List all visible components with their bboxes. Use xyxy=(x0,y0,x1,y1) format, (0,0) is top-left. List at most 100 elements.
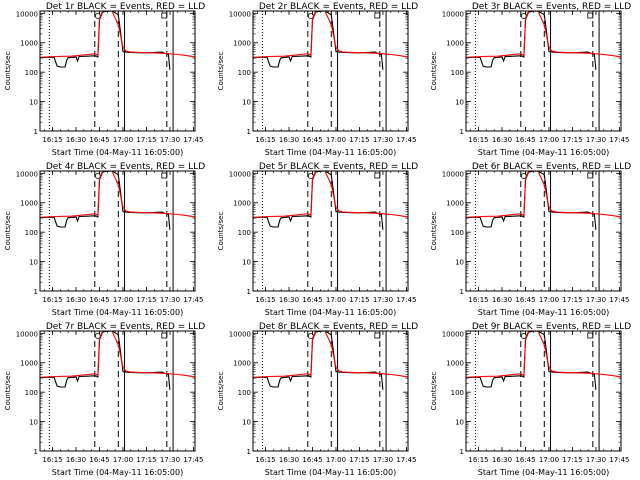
x-tick-label: 17:30 xyxy=(373,456,393,464)
x-tick-label: 16:45 xyxy=(302,456,322,464)
marker-flag xyxy=(587,332,594,339)
y-tick-label: 10000 xyxy=(442,170,464,178)
plot-frame xyxy=(39,10,196,132)
x-tick-label: 17:45 xyxy=(609,456,629,464)
x-tick-label: 17:15 xyxy=(562,456,582,464)
y-tick-label: 10 xyxy=(455,259,464,267)
data-layer xyxy=(253,331,408,390)
series-lld-line xyxy=(40,171,195,218)
series-lld-line xyxy=(253,331,408,378)
y-tick-label: 10000 xyxy=(229,10,251,18)
y-tick-label: 100 xyxy=(451,389,464,397)
x-tick-label: 17:15 xyxy=(349,456,369,464)
x-tick-label: 17:00 xyxy=(113,456,133,464)
series-lld-line xyxy=(466,331,621,378)
series-lld-line xyxy=(253,11,408,58)
data-layer xyxy=(40,171,195,230)
y-tick-label: 100 xyxy=(25,69,38,77)
y-tick-label: 10 xyxy=(455,419,464,427)
marker-flag xyxy=(587,12,594,19)
x-tick-label: 17:45 xyxy=(183,456,203,464)
y-axis-label: Counts/sec xyxy=(4,372,12,411)
x-tick-label: 17:45 xyxy=(396,456,416,464)
x-tick-label: 16:30 xyxy=(66,296,86,304)
y-tick-label: 10 xyxy=(29,99,38,107)
panel-title: Det 9r BLACK = Events, RED = LLD xyxy=(472,322,631,332)
data-layer xyxy=(466,331,621,390)
panel-title: Det 1r BLACK = Events, RED = LLD xyxy=(46,2,205,12)
data-layer xyxy=(466,171,621,230)
x-axis-label: Start Time (04-May-11 16:05:00) xyxy=(52,468,183,477)
y-tick-label: 1000 xyxy=(20,40,38,48)
y-axis-label: Counts/sec xyxy=(430,372,438,411)
x-tick-label: 17:00 xyxy=(326,456,346,464)
x-tick-label: 17:30 xyxy=(586,456,606,464)
x-tick-label: 17:15 xyxy=(136,296,156,304)
y-tick-label: 100 xyxy=(238,389,251,397)
marker-flag xyxy=(161,12,168,19)
y-tick-label: 10 xyxy=(29,419,38,427)
panel-title: Det 4r BLACK = Events, RED = LLD xyxy=(46,162,205,172)
series-lld-line xyxy=(466,11,621,58)
series-lld-line xyxy=(466,171,621,218)
x-tick-label: 17:00 xyxy=(539,456,559,464)
x-tick-label: 17:00 xyxy=(539,296,559,304)
y-tick-label: 1 xyxy=(34,128,38,136)
y-axis-label: Counts/sec xyxy=(430,212,438,251)
marker-flag xyxy=(374,12,381,19)
x-tick-label: 17:30 xyxy=(586,136,606,144)
series-lld-line xyxy=(253,171,408,218)
panel-title: Det 2r BLACK = Events, RED = LLD xyxy=(259,2,418,12)
x-tick-label: 16:15 xyxy=(468,456,488,464)
x-tick-label: 17:15 xyxy=(349,296,369,304)
panel-title: Det 6r BLACK = Events, RED = LLD xyxy=(472,162,631,172)
y-tick-label: 100 xyxy=(238,229,251,237)
x-tick-label: 16:45 xyxy=(515,456,535,464)
panel-title: Det 3r BLACK = Events, RED = LLD xyxy=(472,2,631,12)
x-tick-label: 16:15 xyxy=(468,136,488,144)
y-axis-label: Counts/sec xyxy=(217,212,225,251)
x-tick-label: 17:30 xyxy=(160,456,180,464)
plot-frame xyxy=(465,10,622,132)
y-axis-label: Counts/sec xyxy=(217,52,225,91)
x-tick-label: 16:30 xyxy=(492,456,512,464)
x-axis-label: Start Time (04-May-11 16:05:00) xyxy=(265,148,396,157)
y-tick-label: 1000 xyxy=(446,200,464,208)
panel-title: Det 7r BLACK = Events, RED = LLD xyxy=(46,322,205,332)
y-tick-label: 1 xyxy=(34,288,38,296)
y-tick-label: 10000 xyxy=(16,10,38,18)
y-tick-label: 10000 xyxy=(229,330,251,338)
plot-frame xyxy=(252,10,409,132)
panel-title: Det 8r BLACK = Events, RED = LLD xyxy=(259,322,418,332)
plot-frame xyxy=(39,170,196,292)
y-tick-label: 1000 xyxy=(233,200,251,208)
plot-frame xyxy=(39,330,196,452)
x-tick-label: 16:45 xyxy=(89,296,109,304)
x-tick-label: 16:30 xyxy=(279,456,299,464)
x-tick-label: 17:45 xyxy=(396,136,416,144)
y-tick-label: 1 xyxy=(34,448,38,456)
x-axis-label: Start Time (04-May-11 16:05:00) xyxy=(478,308,609,317)
x-tick-label: 17:30 xyxy=(160,296,180,304)
panel-1: Det 1r BLACK = Events, RED = LLD Counts/s… xyxy=(4,2,205,157)
x-tick-label: 16:15 xyxy=(255,136,275,144)
y-tick-label: 10 xyxy=(242,259,251,267)
x-tick-label: 17:45 xyxy=(609,296,629,304)
panel-6: Det 6r BLACK = Events, RED = LLD Counts/s… xyxy=(430,162,631,317)
x-tick-label: 17:15 xyxy=(136,136,156,144)
x-tick-label: 17:30 xyxy=(373,296,393,304)
x-tick-label: 17:00 xyxy=(539,136,559,144)
x-tick-label: 16:15 xyxy=(42,136,62,144)
x-tick-label: 16:15 xyxy=(468,296,488,304)
y-tick-label: 1 xyxy=(247,448,251,456)
y-tick-label: 10000 xyxy=(442,330,464,338)
data-layer xyxy=(253,11,408,70)
y-tick-label: 10000 xyxy=(16,330,38,338)
x-tick-label: 16:45 xyxy=(302,296,322,304)
marker-flag xyxy=(587,172,594,179)
x-tick-label: 16:30 xyxy=(279,296,299,304)
y-axis-label: Counts/sec xyxy=(430,52,438,91)
x-tick-label: 16:30 xyxy=(279,136,299,144)
y-tick-label: 10 xyxy=(242,419,251,427)
